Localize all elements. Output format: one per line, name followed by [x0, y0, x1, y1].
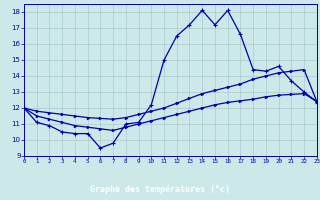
- Text: Graphe des températures (°c): Graphe des températures (°c): [90, 185, 230, 194]
